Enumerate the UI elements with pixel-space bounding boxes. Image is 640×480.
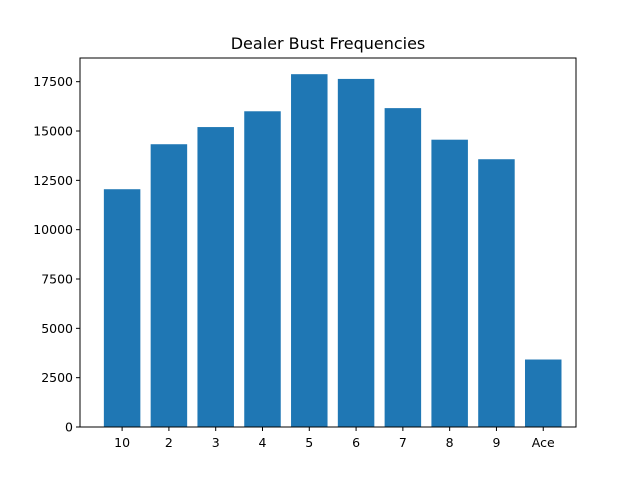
x-tick-label: 9 — [492, 435, 500, 450]
y-tick-label: 17500 — [33, 74, 73, 89]
bar-6 — [337, 78, 375, 428]
y-tick-label: 5000 — [41, 321, 73, 336]
chart-title: Dealer Bust Frequencies — [231, 34, 426, 53]
x-tick-label: 3 — [212, 435, 220, 450]
y-axis: 0 2500 5000 7500 10000 12500 15000 17500 — [33, 74, 80, 435]
x-tick-label: 8 — [446, 435, 454, 450]
plot-frame — [79, 57, 577, 428]
x-tick-label: 5 — [305, 435, 313, 450]
bar-10 — [103, 189, 141, 427]
y-tick-label: 12500 — [33, 173, 73, 188]
y-tick-label: 15000 — [33, 124, 73, 139]
bars-group — [103, 74, 562, 428]
x-tick-label: 4 — [259, 435, 267, 450]
y-tick-label: 2500 — [41, 370, 73, 385]
bar-5 — [291, 74, 328, 427]
bar-2 — [150, 144, 188, 427]
x-axis: 10 2 3 4 5 6 7 8 9 Ace — [114, 427, 555, 450]
bar-9 — [478, 159, 515, 428]
x-tick-label: Ace — [532, 435, 555, 450]
bar-3 — [197, 127, 234, 427]
x-tick-label: 7 — [399, 435, 407, 450]
bar-Ace — [524, 359, 562, 427]
bar-4 — [244, 111, 281, 427]
y-tick-label: 7500 — [41, 272, 73, 287]
bar-7 — [384, 108, 422, 428]
bar-8 — [431, 139, 468, 427]
y-tick-label: 0 — [65, 420, 73, 435]
x-tick-label: 6 — [352, 435, 360, 450]
x-tick-label: 2 — [165, 435, 173, 450]
x-tick-label: 10 — [114, 435, 130, 450]
y-tick-label: 10000 — [33, 222, 73, 237]
